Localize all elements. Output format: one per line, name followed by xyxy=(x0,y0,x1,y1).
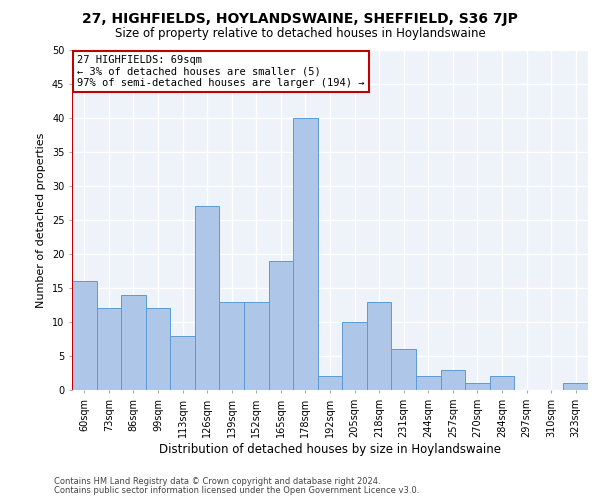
Bar xyxy=(342,322,367,390)
Bar xyxy=(490,376,514,390)
Bar xyxy=(563,383,588,390)
Text: 27 HIGHFIELDS: 69sqm
← 3% of detached houses are smaller (5)
97% of semi-detache: 27 HIGHFIELDS: 69sqm ← 3% of detached ho… xyxy=(77,55,365,88)
Text: Contains public sector information licensed under the Open Government Licence v3: Contains public sector information licen… xyxy=(54,486,419,495)
Bar xyxy=(269,261,293,390)
Bar xyxy=(367,302,391,390)
Bar xyxy=(440,370,465,390)
Text: Contains HM Land Registry data © Crown copyright and database right 2024.: Contains HM Land Registry data © Crown c… xyxy=(54,477,380,486)
Bar xyxy=(72,281,97,390)
Bar xyxy=(318,376,342,390)
Text: Size of property relative to detached houses in Hoylandswaine: Size of property relative to detached ho… xyxy=(115,28,485,40)
Text: 27, HIGHFIELDS, HOYLANDSWAINE, SHEFFIELD, S36 7JP: 27, HIGHFIELDS, HOYLANDSWAINE, SHEFFIELD… xyxy=(82,12,518,26)
Bar xyxy=(244,302,269,390)
Bar xyxy=(293,118,318,390)
Bar xyxy=(146,308,170,390)
Y-axis label: Number of detached properties: Number of detached properties xyxy=(37,132,46,308)
Bar xyxy=(121,295,146,390)
Bar xyxy=(391,349,416,390)
Bar xyxy=(465,383,490,390)
Bar xyxy=(220,302,244,390)
Bar xyxy=(97,308,121,390)
Bar xyxy=(195,206,220,390)
Bar xyxy=(170,336,195,390)
X-axis label: Distribution of detached houses by size in Hoylandswaine: Distribution of detached houses by size … xyxy=(159,442,501,456)
Bar xyxy=(416,376,440,390)
